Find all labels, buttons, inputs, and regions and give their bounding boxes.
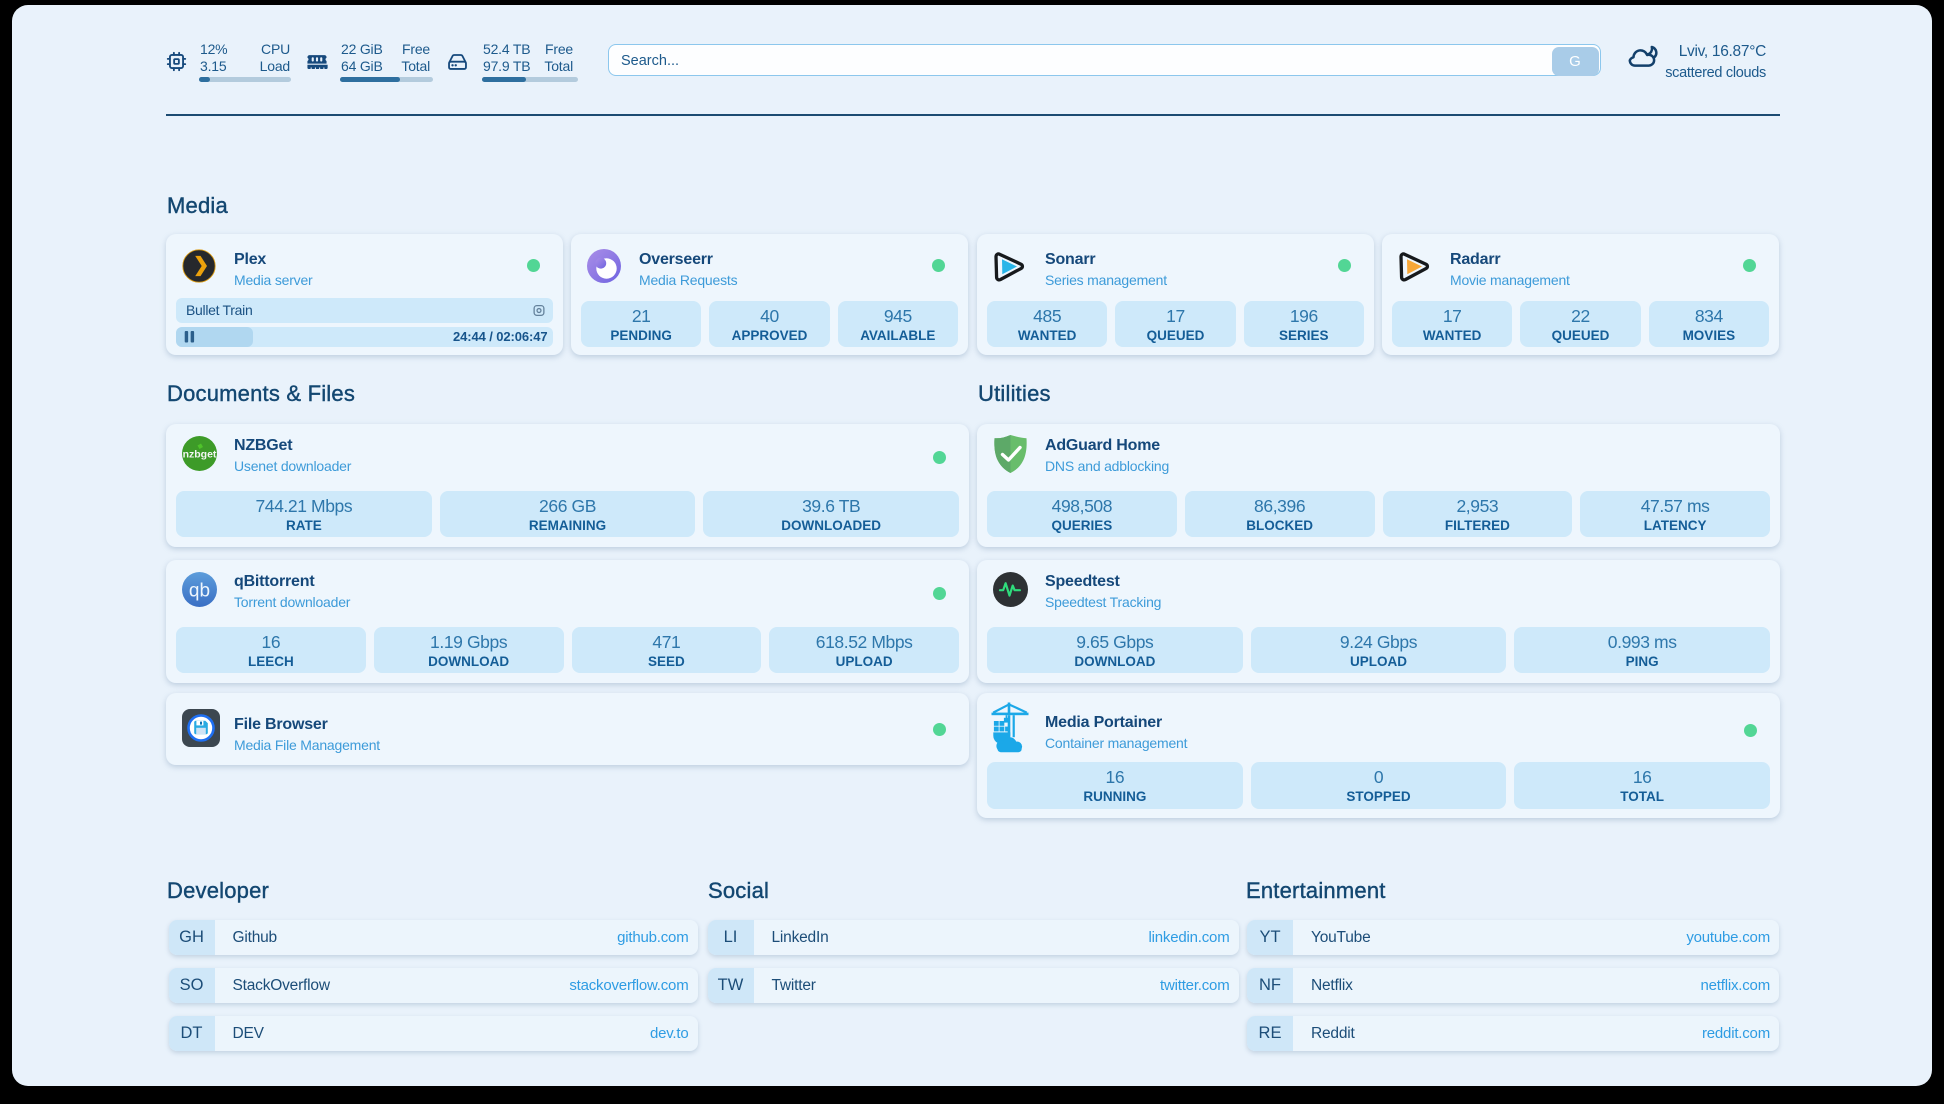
svg-text:qb: qb [189,581,210,602]
svg-text:nzbget: nzbget [183,449,217,461]
